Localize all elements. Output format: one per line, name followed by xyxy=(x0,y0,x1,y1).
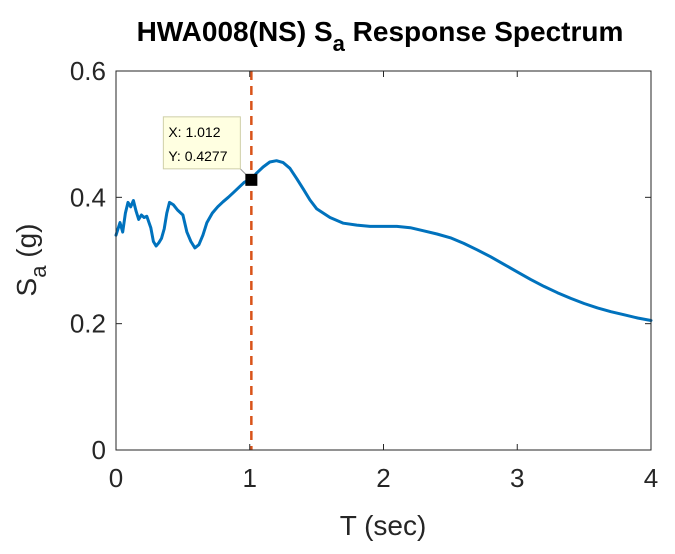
y-tick-label: 0.6 xyxy=(70,56,106,86)
y-tick-label: 0.2 xyxy=(70,309,106,339)
x-tick-label: 2 xyxy=(376,463,390,493)
x-tick-label: 1 xyxy=(243,463,257,493)
chart-title: HWA008(NS) Sa Response Spectrum xyxy=(137,16,624,56)
y-axis-label-rest: (g) xyxy=(11,224,42,266)
datatip-x-label: X: 1.012 xyxy=(168,124,220,140)
datatip-y-label: Y: 0.4277 xyxy=(168,148,227,164)
datatip-marker[interactable] xyxy=(245,173,258,186)
y-tick-label: 0.4 xyxy=(70,182,106,212)
datatip-group[interactable]: X: 1.012 Y: 0.4277 xyxy=(162,116,258,186)
y-axis-ticks: 0 0.2 0.4 0.6 xyxy=(70,56,651,465)
chart-title-subscript: a xyxy=(333,31,346,56)
y-tick-label: 0 xyxy=(92,435,106,465)
x-axis-label: T (sec) xyxy=(340,510,427,541)
y-axis-label-subscript: a xyxy=(26,265,51,278)
chart-title-rest: Response Spectrum xyxy=(345,16,624,47)
x-tick-label: 4 xyxy=(644,463,658,493)
datatip-box[interactable] xyxy=(162,116,241,170)
y-axis-label: Sa (g) xyxy=(11,224,51,297)
chart-title-main: HWA008(NS) S xyxy=(137,16,333,47)
x-axis-ticks: 0 1 2 3 4 xyxy=(109,71,658,493)
x-tick-label: 0 xyxy=(109,463,123,493)
y-axis-label-main: S xyxy=(11,278,42,297)
x-tick-label: 3 xyxy=(510,463,524,493)
